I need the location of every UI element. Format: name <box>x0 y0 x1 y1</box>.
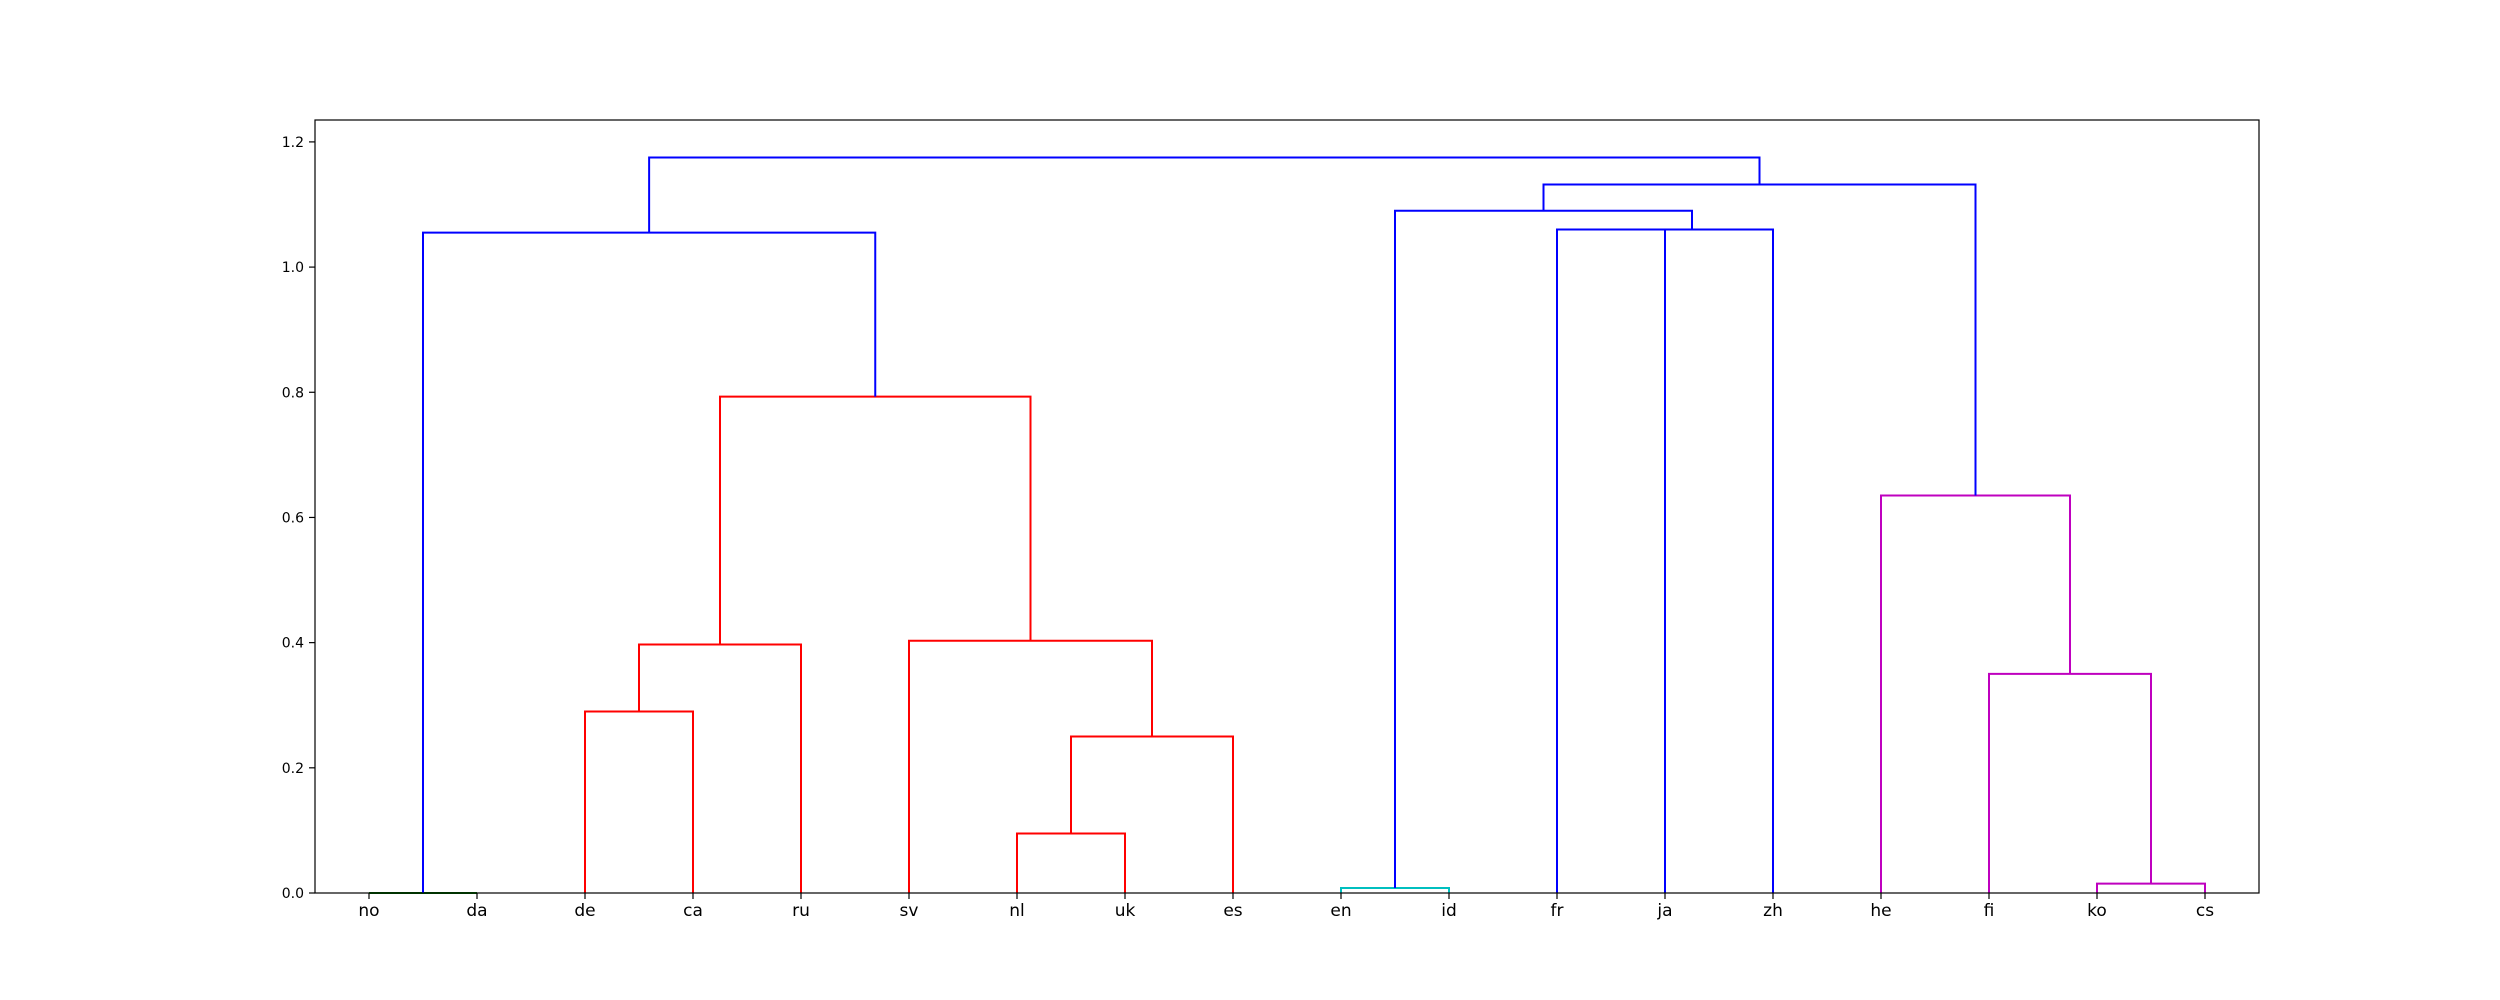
y-tick-label: 1.0 <box>282 260 304 276</box>
y-tick-label: 0.6 <box>282 510 304 526</box>
leaf-label-no: no <box>358 901 379 921</box>
leaf-label-de: de <box>574 901 595 921</box>
leaf-label-cs: cs <box>2196 901 2214 921</box>
leaf-label-id: id <box>1441 901 1457 921</box>
leaf-label-en: en <box>1330 901 1351 921</box>
y-tick-label: 0.0 <box>282 886 304 902</box>
leaf-label-es: es <box>1223 901 1242 921</box>
leaf-label-uk: uk <box>1115 901 1136 921</box>
leaf-label-fr: fr <box>1551 901 1564 921</box>
leaf-label-da: da <box>466 901 487 921</box>
y-tick-label: 0.8 <box>282 385 304 401</box>
leaf-label-nl: nl <box>1009 901 1025 921</box>
link-en-id <box>1340 886 1450 893</box>
y-tick-label: 0.2 <box>282 761 304 777</box>
link-de-ca <box>584 710 694 893</box>
leaf-label-sv: sv <box>900 901 919 921</box>
dendrogram-links <box>369 156 2206 894</box>
leaf-label-ja: ja <box>1656 901 1672 921</box>
y-tick-label: 1.2 <box>282 135 304 151</box>
leaf-label-ru: ru <box>792 901 810 921</box>
leaf-label-he: he <box>1870 901 1891 921</box>
leaf-label-fi: fi <box>1984 901 1995 921</box>
y-tick-label: 0.4 <box>282 636 304 652</box>
plot-frame <box>314 119 2260 894</box>
leaf-label-ko: ko <box>2087 901 2107 921</box>
link-m1-m7 <box>422 231 877 893</box>
link-m3-m6 <box>719 395 1032 645</box>
link-m8-m16 <box>648 156 1761 233</box>
link-m15-m12 <box>1542 183 1977 496</box>
x-axis: no da de ca ru sv nl uk es en id fr ja zh he fi ko cs <box>358 893 2214 921</box>
link-he-m11 <box>1880 494 2071 893</box>
link-m13-zh <box>1611 228 1774 893</box>
leaf-label-ca: ca <box>683 901 703 921</box>
y-axis: 0.0 0.2 0.4 0.6 0.8 1.0 1.2 <box>282 135 315 902</box>
leaf-label-zh: zh <box>1763 901 1783 921</box>
link-sv-m5 <box>908 639 1153 893</box>
